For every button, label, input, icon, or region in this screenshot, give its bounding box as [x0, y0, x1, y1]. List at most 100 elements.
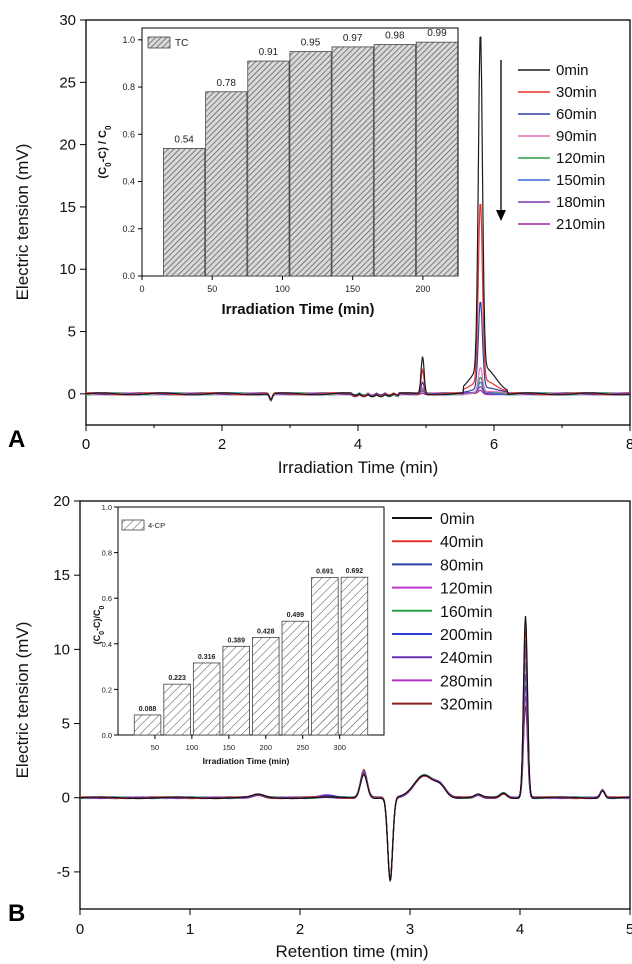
panel-a-legend-label-180min: 180min: [556, 194, 605, 211]
panel-b-inset-y-tick-label: 0.6: [102, 594, 112, 603]
panel-b-inset-x-tick-label: 50: [151, 743, 159, 752]
panel-a-y-tick-label: 10: [59, 261, 76, 278]
panel-a-inset-legend-label: TC: [175, 38, 188, 49]
panel-a-label: A: [8, 426, 25, 453]
panel-a-y-axis-label: Electric tension (mV): [13, 144, 32, 301]
panel-b-legend-label-160min: 160min: [440, 604, 492, 621]
panel-a-inset-data-label: 0.99: [427, 28, 447, 39]
panel-a-legend-label-210min: 210min: [556, 216, 605, 233]
panel-b-label: B: [8, 900, 25, 927]
panel-a-series-line-150min: [86, 381, 630, 402]
panel-a-legend-label-90min: 90min: [556, 128, 597, 145]
panel-a-inset-bar-30: [163, 148, 206, 277]
panel-b-inset-y-tick-label: 0.4: [102, 640, 112, 649]
panel-b-y-tick-label: -5: [57, 864, 70, 881]
panel-a-inset-bar-150: [331, 46, 374, 277]
panel-b-legend-label-40min: 40min: [440, 534, 484, 551]
panel-a-y-tick-label: 20: [59, 137, 76, 154]
panel-a-inset-y-tick-label: 1.0: [122, 35, 135, 45]
panel-b-inset-frame: [117, 506, 385, 736]
panel-a-inset-data-label: 0.95: [301, 38, 321, 49]
panel-a-inset-bar-60: [205, 91, 248, 277]
panel-a-legend-label-0min: 0min: [556, 62, 589, 79]
panel-b-y-tick-label: 20: [53, 493, 70, 510]
panel-a-inset-bar-210: [415, 41, 458, 277]
panel-a-y-tick-label: 30: [59, 12, 76, 29]
panel-a-legend-label-120min: 120min: [556, 150, 605, 167]
panel-b-inset-x-tick-label: 250: [296, 743, 309, 752]
panel-b-y-tick-label: 0: [62, 790, 70, 807]
panel-a-inset-y-axis-label: (C0-C) / C0: [97, 125, 113, 178]
panel-b-legend-label-200min: 200min: [440, 627, 492, 644]
panel-a-y-tick-label: 5: [68, 324, 76, 341]
panel-b-x-tick-label: 4: [516, 921, 524, 938]
panel-a-inset-data-label: 0.91: [259, 47, 279, 58]
panel-b-plot-frame: [79, 500, 631, 910]
panel-b-inset-x-tick-label: 100: [186, 743, 199, 752]
panel-a-inset-y-tick-label: 0.0: [122, 271, 135, 281]
panel-a-inset-y-tick-label: 0.8: [122, 82, 135, 92]
panel-b-inset-data-label: 0.692: [346, 568, 364, 575]
panel-b-inset-x-tick-label: 300: [333, 743, 346, 752]
panel-b-legend-label-80min: 80min: [440, 557, 484, 574]
panel-b-inset-x-tick-label: 150: [223, 743, 236, 752]
panel-b-inset-data-label: 0.316: [198, 654, 216, 661]
panel-b-legend-label-280min: 280min: [440, 673, 492, 690]
panel-a-inset-data-label: 0.78: [217, 78, 237, 89]
panel-b-inset-x-tick-label: 200: [260, 743, 273, 752]
panel-b-chart: -5 0 5 10 15 20 0 1 2 3 4 5 0min 40min 80min 120min 16…: [8, 493, 632, 961]
panel-b-inset-data-label: 0.223: [168, 675, 186, 682]
panel-b-x-tick-label: 3: [406, 921, 414, 938]
panel-a-x-tick-label: 4: [354, 436, 362, 453]
panel-b-legend-label-240min: 240min: [440, 650, 492, 667]
panel-a-inset-bar-120: [289, 51, 332, 277]
panel-a-inset-bar-180: [373, 44, 416, 277]
panel-b-inset-bar-320: [340, 576, 369, 736]
panel-b-y-axis-label: Electric tension (mV): [13, 622, 32, 779]
panel-b-inset-data-label: 0.088: [139, 706, 157, 713]
panel-a-x-tick-label: 0: [82, 436, 90, 453]
panel-a-inset-legend-swatch: [147, 36, 171, 49]
panel-a-series-line-0min: [86, 36, 630, 401]
panel-b-y-tick-label: 15: [53, 567, 70, 584]
panel-a-inset-data-label: 0.97: [343, 33, 363, 44]
panel-b-x-tick-label: 2: [296, 921, 304, 938]
panel-b-inset-y-tick-label: 0.2: [102, 685, 112, 694]
panel-b-inset-bar-120: [192, 662, 221, 736]
panel-b-series-line-0min: [80, 615, 630, 881]
panel-a-inset-bar-90: [247, 60, 290, 277]
panel-b-legend-label-0min: 0min: [440, 511, 475, 528]
panel-b-inset-y-tick-label: 0.0: [102, 731, 112, 740]
panel-b-inset-bar-160: [222, 645, 250, 736]
panel-a-series-line-120min: [85, 376, 631, 402]
panel-b-inset-legend-label: 4-CP: [148, 521, 165, 530]
panel-b-inset-x-axis-label: Irradiation Time (min): [203, 756, 290, 766]
panel-a-inset-data-label: 0.98: [385, 31, 405, 42]
panel-a-inset-x-tick-label: 0: [139, 284, 144, 294]
panel-b-x-tick-label: 0: [76, 921, 84, 938]
panel-b-inset-y-tick-label: 0.8: [102, 549, 112, 558]
panel-b-inset-y-axis-label: (C0-C)/C0: [92, 606, 106, 645]
panel-b-x-tick-label: 5: [626, 921, 632, 938]
panel-a-x-tick-label: 6: [490, 436, 498, 453]
panel-b-inset-bar-80: [163, 683, 191, 736]
panel-a-legend-label-150min: 150min: [556, 172, 605, 189]
panel-a-y-tick-label: 15: [59, 199, 76, 216]
panel-b-inset-bar-40: [133, 714, 162, 736]
panel-a-series-line-30min: [86, 203, 631, 401]
panel-b-inset-bar-280: [311, 577, 339, 736]
panel-b-inset-bar-240: [281, 620, 310, 736]
panel-b-y-tick-label: 10: [53, 641, 70, 658]
panel-a-inset-x-tick-label: 100: [275, 284, 290, 294]
panel-b-inset-bar-chart: 0.088 0.223 0.316 0.389 0.428 0.499 0.691 0.692…: [92, 503, 385, 766]
panel-b-inset-data-label: 0.499: [287, 612, 305, 619]
panel-b-inset-bar-200: [252, 637, 280, 736]
panel-a-legend-label-60min: 60min: [556, 106, 597, 123]
panel-b-inset-legend-swatch: [121, 519, 145, 531]
panel-a-chart: 0 5 10 15 20 25 30 0 2 4 6 8 0min 30min 60min 90min 12…: [8, 12, 632, 477]
panel-b-x-tick-label: 1: [186, 921, 194, 938]
panel-a-inset-y-tick-label: 0.4: [122, 177, 135, 187]
panel-a-inset-bar-chart: 0.54 0.78 0.91 0.95 0.97 0.98 0.99 0.0 0.2 0.4 0.…: [97, 27, 459, 318]
panel-b-inset-data-label: 0.691: [316, 568, 334, 575]
